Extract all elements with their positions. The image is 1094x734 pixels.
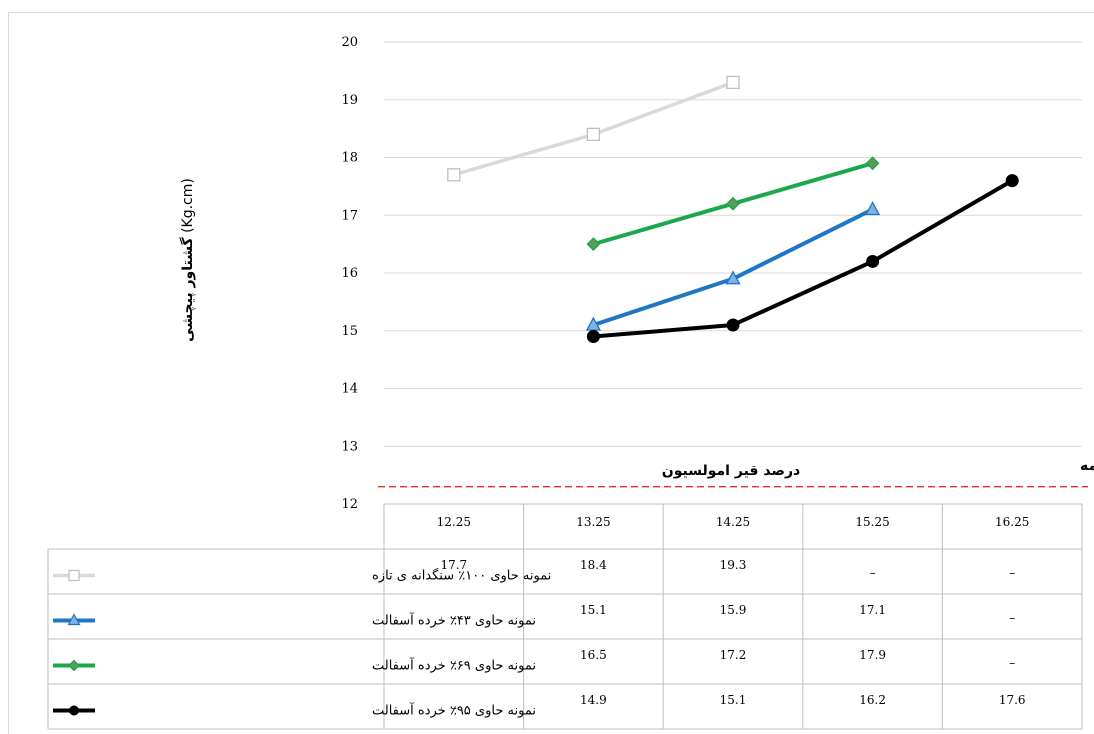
x-category-label: 12.25	[437, 515, 471, 529]
table-cell-empty: –	[451, 611, 457, 625]
table-cell-value: 15.1	[720, 693, 747, 707]
legend-marker	[68, 569, 80, 582]
table-cell-value: 17.6	[999, 693, 1026, 707]
table-cell-empty: –	[1009, 656, 1015, 670]
table-cell-value: 17.2	[720, 648, 747, 662]
table-cell-empty: –	[1009, 611, 1015, 625]
y-tick-label: 12	[341, 497, 358, 512]
legend-marker	[67, 613, 81, 626]
y-tick-label: 17	[341, 208, 358, 223]
data-point	[865, 156, 880, 171]
table-cell-value: 18.4	[580, 558, 607, 572]
x-category-label: 15.25	[855, 515, 889, 529]
y-tick-label: 13	[341, 439, 358, 454]
data-point	[447, 168, 461, 182]
data-point	[726, 196, 740, 211]
data-point	[725, 270, 741, 285]
x-category-label: 13.25	[576, 515, 610, 529]
data-point	[585, 316, 601, 331]
table-cell-value: 17.7	[440, 558, 467, 572]
legend-label: نمونه حاوی ۶۹٪ خرده آسفالت	[372, 657, 536, 674]
series-line	[593, 178, 1014, 339]
y-tick-label: 18	[341, 151, 358, 166]
legend-marker	[68, 659, 80, 672]
legend-label: نمونه حاوی ۴۳٪ خرده آسفالت	[372, 612, 536, 629]
legend-marker	[69, 705, 79, 716]
table-cell-value: 14.9	[580, 693, 607, 707]
table-cell-empty: –	[451, 701, 457, 715]
table-cell-empty: –	[870, 566, 876, 580]
table-cell-value: 17.1	[859, 603, 886, 617]
series-line	[592, 207, 874, 327]
data-point	[726, 75, 740, 90]
data-point	[586, 127, 601, 142]
chart-frame	[8, 12, 1094, 734]
data-point	[865, 201, 881, 216]
y-tick-label: 15	[341, 324, 358, 339]
reference-line-label: حد پایین آیین نامه	[1080, 456, 1094, 474]
data-point	[1005, 174, 1019, 188]
table-cell-empty: –	[1009, 566, 1015, 580]
table-cell-value: 15.1	[580, 603, 607, 617]
x-category-label: 16.25	[995, 515, 1029, 529]
table-cell-value: 15.9	[720, 603, 747, 617]
table-cell-value: 19.3	[720, 558, 747, 572]
data-point	[726, 318, 740, 332]
table-cell-value: 16.5	[580, 648, 607, 662]
data-point	[866, 254, 880, 268]
y-tick-label: 20	[341, 35, 358, 50]
table-cell-empty: –	[451, 656, 457, 670]
table-cell-value: 16.2	[859, 693, 886, 707]
data-point	[586, 330, 600, 344]
data-point	[586, 237, 601, 252]
y-tick-label: 16	[341, 266, 358, 281]
table-cell-value: 17.9	[859, 648, 886, 662]
legend-label: نمونه حاوی ۱۰۰٪ سنگدانه ی تازه	[372, 568, 551, 584]
y-tick-label: 14	[341, 382, 358, 397]
x-axis-title: درصد قیر امولسیون	[662, 463, 800, 479]
y-tick-label: 19	[341, 93, 358, 108]
x-category-label: 14.25	[716, 515, 750, 529]
legend-label: نمونه حاوی ۹۵٪ خرده آسفالت	[372, 702, 536, 719]
